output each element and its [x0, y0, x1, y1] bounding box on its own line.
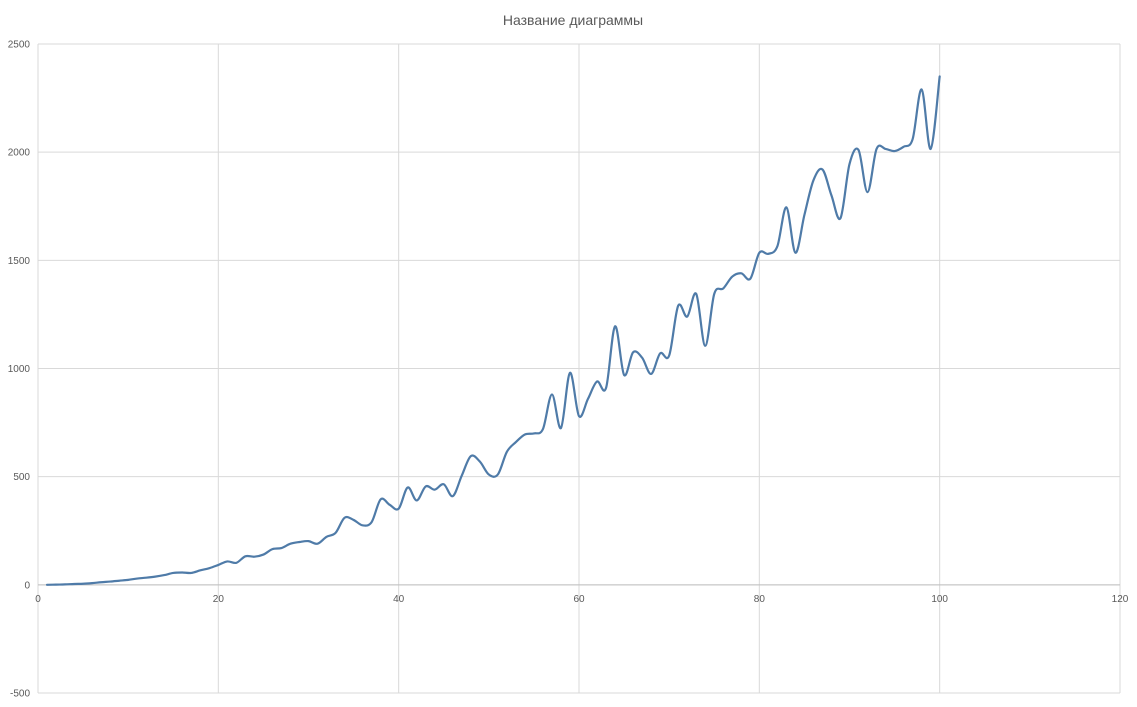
y-tick-label: 2000 — [8, 148, 31, 159]
series-layer — [45, 75, 941, 586]
x-tick-label: 80 — [754, 594, 766, 605]
gridlines — [37, 43, 1121, 694]
series-line-0 — [45, 75, 941, 586]
x-tick-label: 40 — [393, 594, 405, 605]
y-tick-label: 500 — [13, 472, 30, 483]
x-tick-label: 0 — [35, 594, 41, 605]
y-tick-label: 1500 — [8, 256, 31, 267]
y-tick-label: 0 — [24, 580, 30, 591]
y-tick-label: 1000 — [8, 364, 31, 375]
x-tick-label: 20 — [213, 594, 225, 605]
chart-title: Название диаграммы — [503, 12, 643, 28]
tick-labels: -500 0 500 1000 1500 2000 2500 0 20 40 60 80 100 120 — [8, 40, 1129, 700]
y-tick-label: 2500 — [8, 40, 31, 51]
x-tick-label: 60 — [573, 594, 585, 605]
y-tick-label: -500 — [10, 689, 30, 700]
x-tick-label: 100 — [931, 594, 948, 605]
x-tick-label: 120 — [1112, 594, 1129, 605]
